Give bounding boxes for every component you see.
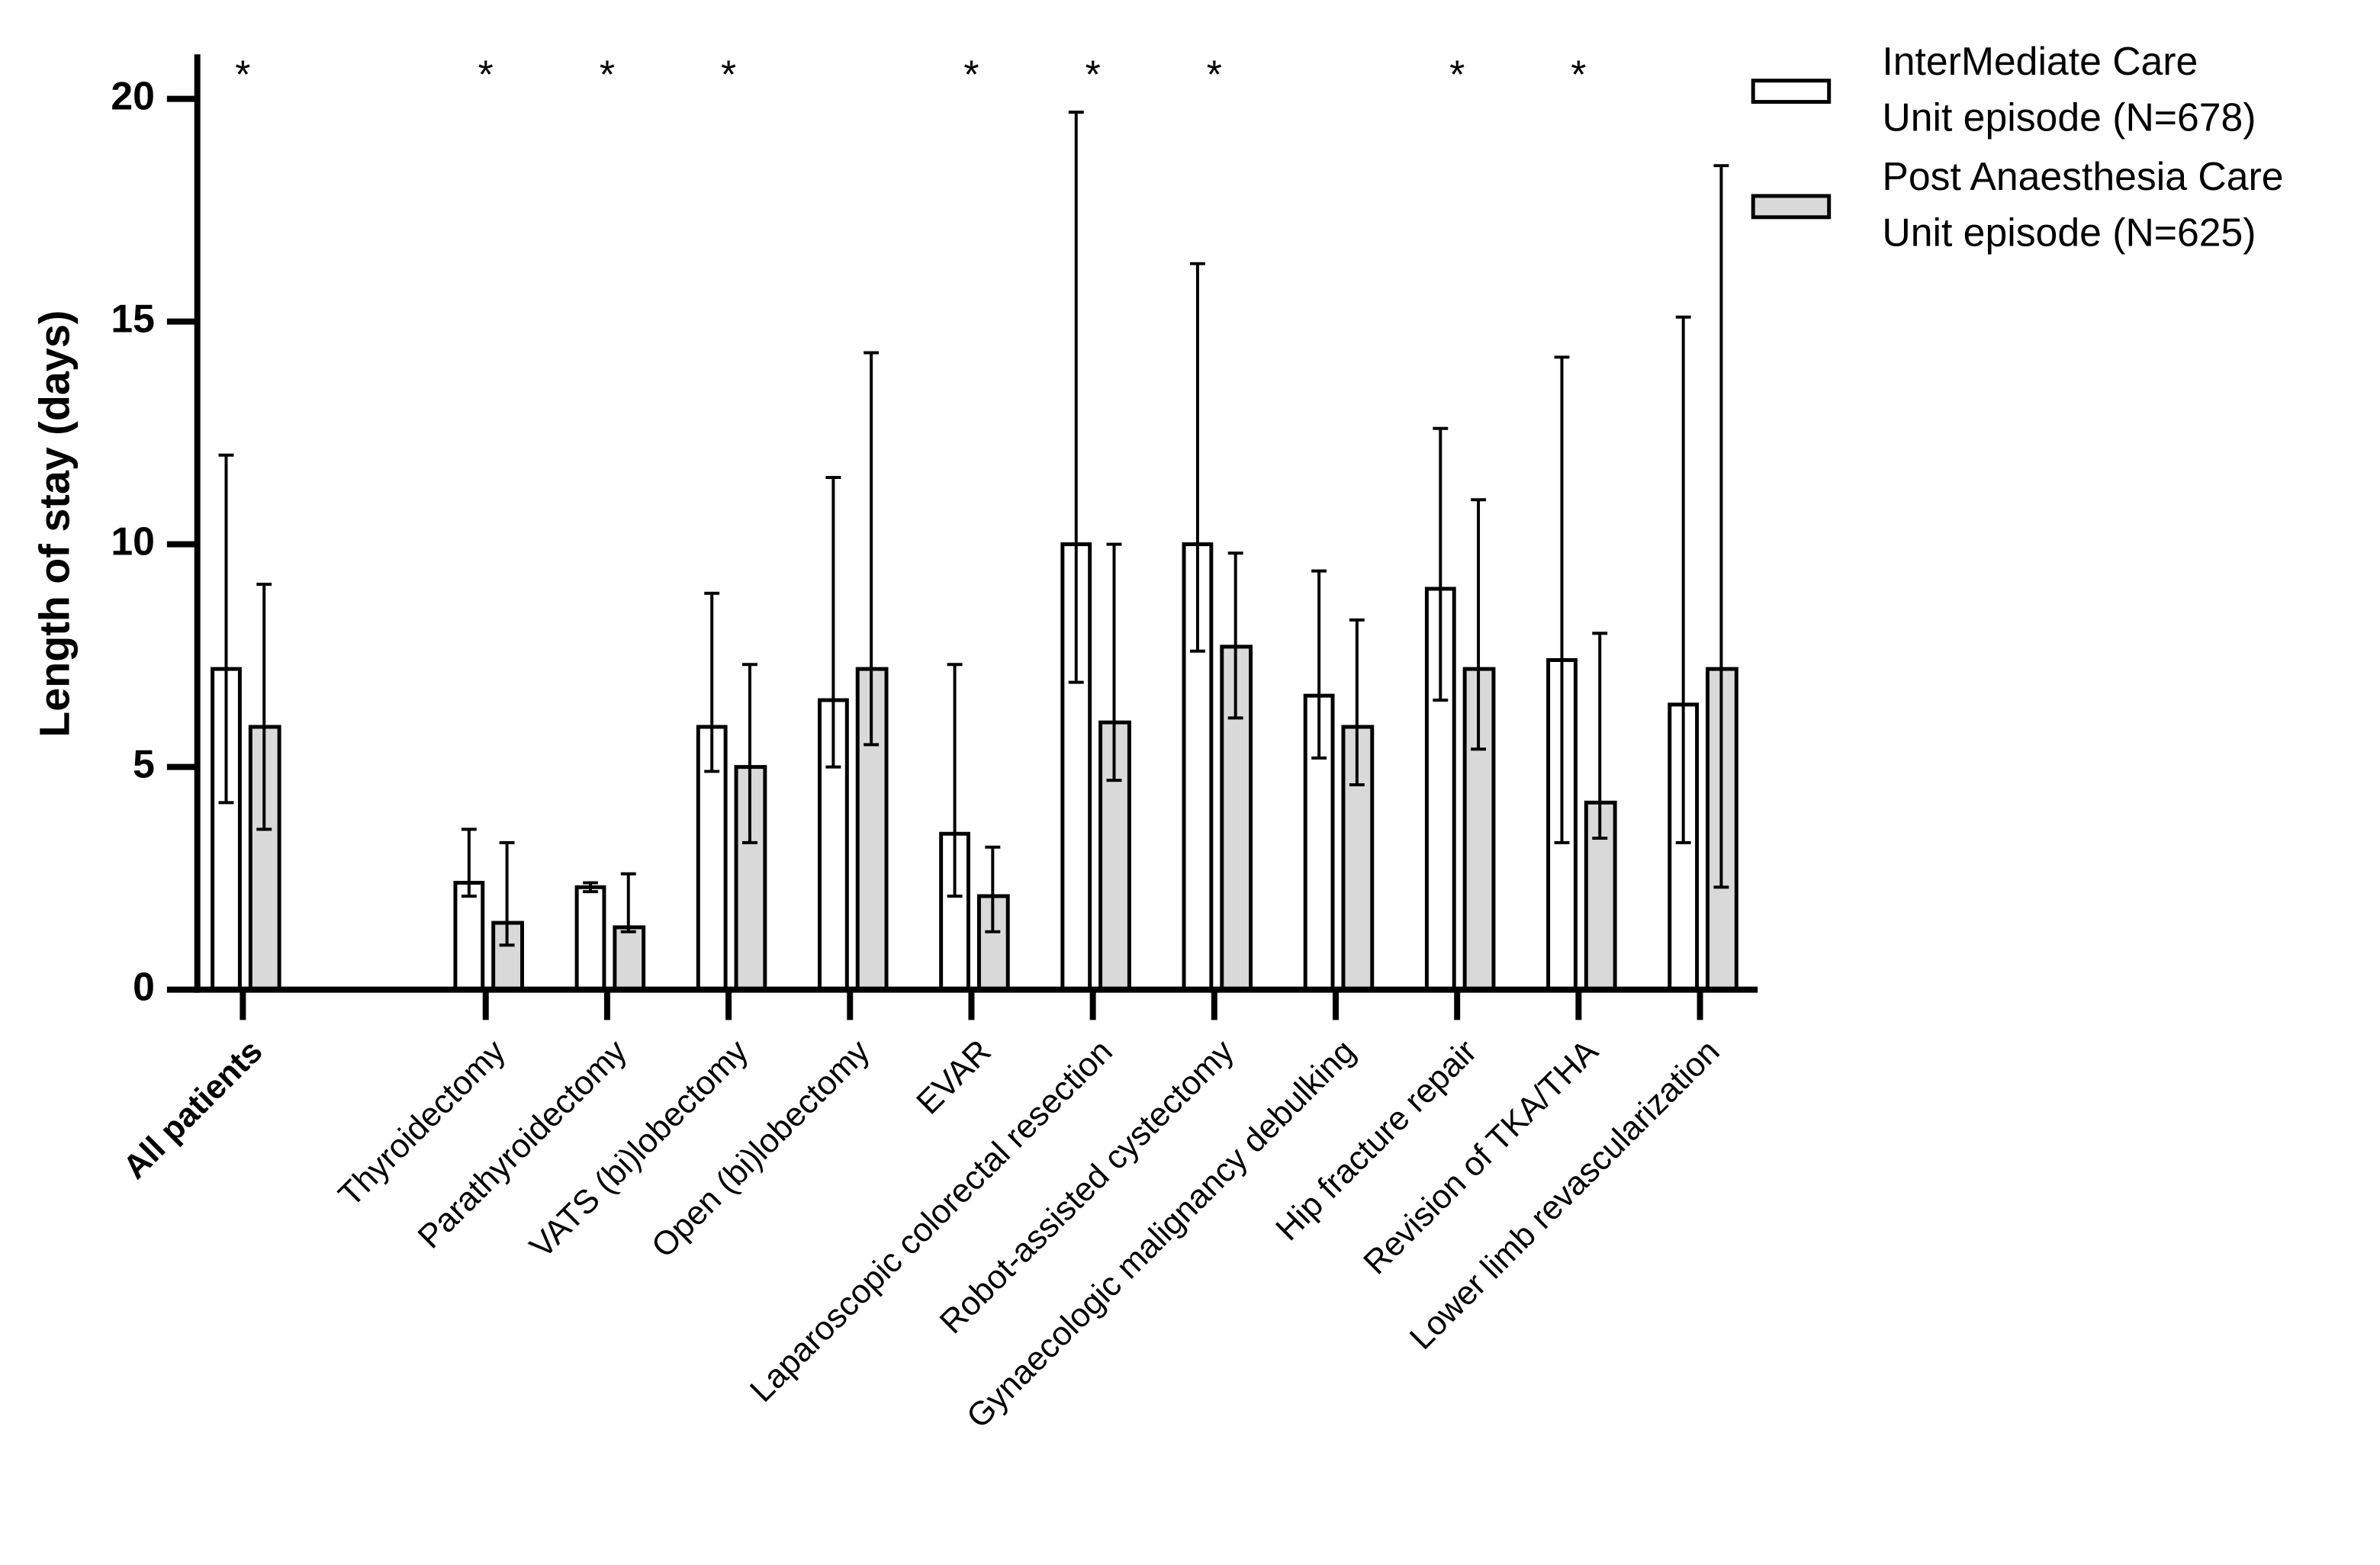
y-tick-label: 0 — [133, 964, 155, 1008]
y-axis-label: Length of stay (days) — [31, 310, 78, 738]
bar — [613, 925, 646, 992]
y-tick-label: 10 — [111, 519, 155, 563]
legend-label: InterMediate Care Unit episode (N=678) — [1882, 39, 2256, 140]
significance-marker: * — [235, 53, 250, 97]
legend-swatch — [1751, 79, 1832, 104]
y-tick-label: 15 — [111, 296, 155, 340]
significance-marker: * — [1207, 53, 1222, 97]
significance-marker: * — [721, 53, 736, 97]
significance-marker: * — [1571, 53, 1586, 97]
significance-marker: * — [1449, 53, 1465, 97]
x-tick-label: VATS (bi)lobectomy — [523, 1033, 755, 1265]
x-tick-label: Hip fracture repair — [1269, 1033, 1484, 1248]
x-tick-label: EVAR — [909, 1033, 999, 1122]
y-tick-label: 20 — [111, 73, 155, 117]
x-tick-label: Open (bi)lobectomy — [645, 1033, 877, 1265]
legend-swatch — [1751, 194, 1832, 220]
significance-marker: * — [963, 53, 979, 97]
y-tick-label: 5 — [133, 741, 155, 786]
significance-marker: * — [1085, 53, 1101, 97]
x-tick-label: All patients — [116, 1033, 269, 1186]
x-tick-label: Parathyroidectomy — [410, 1033, 634, 1256]
significance-marker: * — [478, 53, 494, 97]
x-tick-label: Revision of TKA/THA — [1356, 1032, 1606, 1281]
significance-marker: * — [600, 53, 615, 97]
legend-label: Post Anaesthesia Care Unit episode (N=62… — [1882, 154, 2295, 255]
bar — [453, 880, 485, 992]
bar — [574, 885, 606, 992]
